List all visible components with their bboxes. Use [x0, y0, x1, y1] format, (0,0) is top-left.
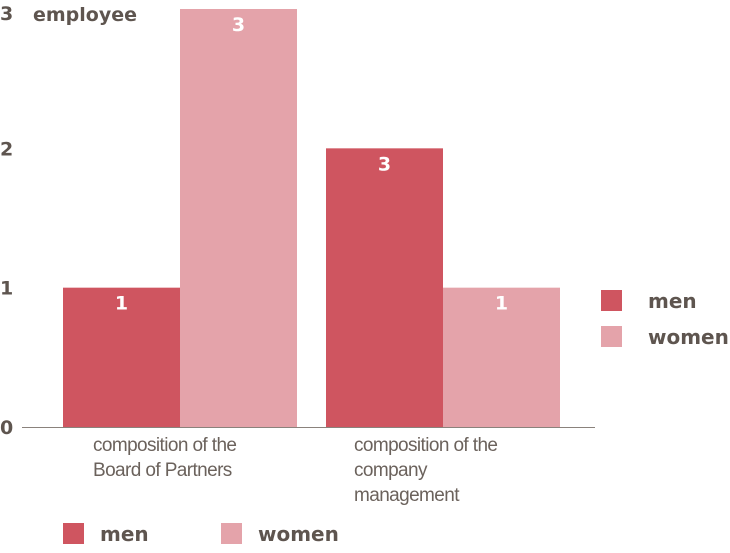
bar-men: [63, 287, 180, 427]
bar-value-label: 3: [378, 153, 391, 175]
bar-value-label: 3: [232, 14, 245, 36]
category-label: management: [354, 485, 460, 506]
y-axis-label: employee: [33, 4, 137, 26]
y-tick-label: 1: [0, 278, 13, 300]
legend-swatch-men: [601, 290, 622, 311]
category-label: composition of the: [93, 435, 236, 456]
y-tick-label: 0: [0, 417, 13, 439]
legend-swatch-women: [221, 523, 242, 544]
bar-women: [443, 287, 560, 427]
legend-swatch-men: [63, 523, 84, 544]
category-label: composition of the: [354, 435, 497, 456]
category-label: company: [354, 460, 428, 481]
bar-men: [326, 148, 443, 428]
bar-value-label: 1: [495, 293, 508, 315]
legend-label-men: men: [100, 522, 149, 546]
legend-label-men: men: [648, 289, 697, 313]
legend-swatch-women: [601, 326, 622, 347]
legend-label-women: women: [648, 325, 729, 349]
category-label: Board of Partners: [93, 460, 232, 481]
legend-label-women: women: [258, 522, 339, 546]
y-tick-label: 3: [0, 3, 13, 25]
y-tick-label: 2: [0, 138, 13, 160]
bar-women: [180, 9, 297, 427]
bar-value-label: 1: [115, 293, 128, 315]
